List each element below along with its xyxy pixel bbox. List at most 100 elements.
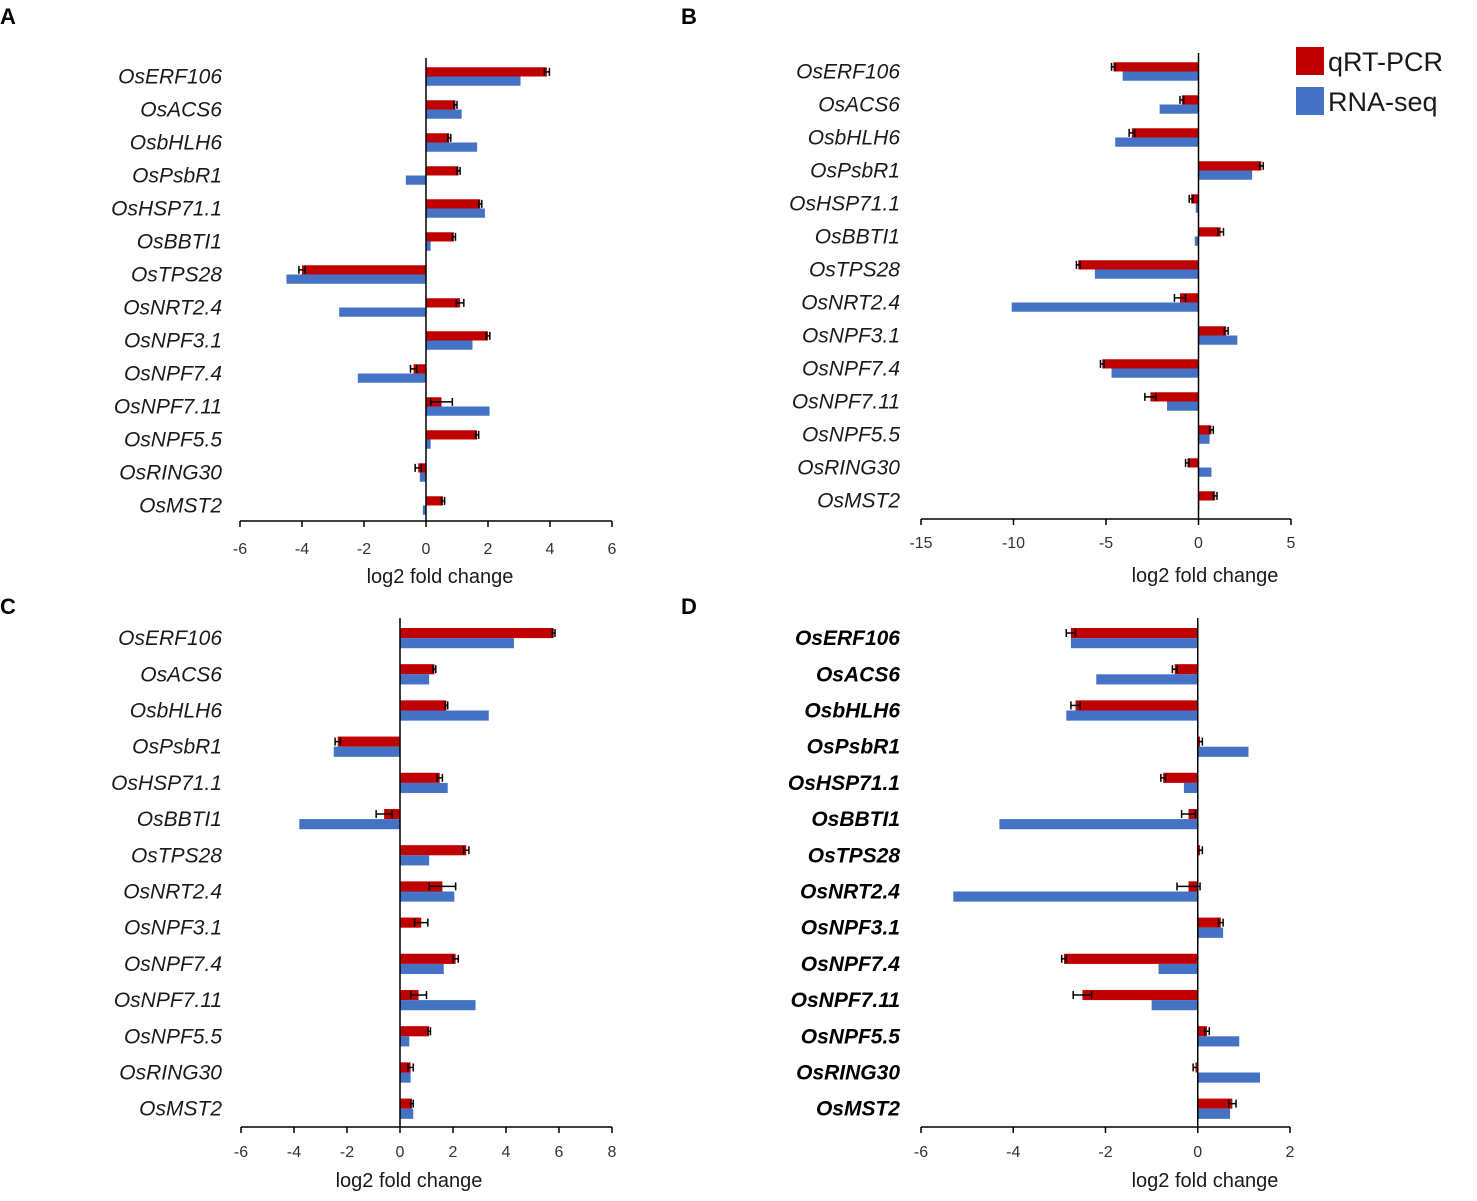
qrt-pcr-bar [426,100,456,110]
error-bar [1208,425,1215,434]
error-bar [1070,701,1081,710]
rna-seq-bar [999,819,1198,830]
x-tick-label: 4 [546,541,555,558]
rna-seq-bar [426,109,462,119]
gene-label: OsTPS28 [809,259,900,282]
qrt-pcr-bar [400,1026,430,1037]
gene-label: OsMST2 [139,1098,222,1121]
x-tick-label: -10 [1002,535,1025,552]
panel-a: A OsERF106 OsACS6 OsbHLH6 OsPsbR1 OsHSP71.1 Os… [0,4,617,588]
qrt-pcr-bar [413,364,426,374]
rna-seq-bar [286,274,426,284]
rna-seq-bar [1011,302,1199,312]
gene-label: OsbHLH6 [804,700,900,723]
x-tick-label: -5 [1099,535,1113,552]
error-bar [543,67,551,76]
x-tick-label: 0 [1194,535,1203,552]
error-bar [474,430,480,439]
rna-seq-bar [400,638,514,649]
rna-seq-bar [1198,434,1210,444]
qrt-pcr-bar [1198,425,1212,435]
error-bar [375,810,393,819]
error-bar [451,232,457,241]
qrt-pcr-bar [1102,359,1199,369]
panel-letter: D [681,594,697,619]
gene-label: OsNPF7.4 [801,953,901,976]
gene-label: OsMST2 [139,495,222,518]
qrt-pcr-bar [426,298,461,308]
x-tick-label: -6 [233,541,247,558]
qrt-pcr-bar [1113,62,1199,72]
x-tick-label: -4 [1006,1144,1020,1161]
x-tick-label: -4 [295,541,309,558]
qrt-pcr-bar [400,1098,412,1109]
qrt-pcr-bar [302,265,426,275]
error-bar [1075,260,1081,269]
gene-label: OsRING30 [797,457,900,480]
rna-seq-bar [1198,467,1212,477]
rna-seq-bar [1167,401,1199,411]
x-tick-label: -2 [1098,1144,1112,1161]
rna-seq-bar [400,1000,476,1011]
rna-seq-bar [426,76,521,86]
error-bar [436,773,444,782]
panel-c: C OsERF106 OsACS6 OsbHLH6 OsPsbR1 OsHSP71.1 Os… [0,594,617,1192]
rna-seq-bar [357,373,426,383]
error-bar [485,331,491,340]
qrt-pcr-bar [1163,772,1198,783]
rna-seq-bar [426,439,431,449]
error-bar [1065,629,1077,638]
error-bar [1227,1099,1237,1108]
gene-label: OsHSP71.1 [788,772,900,795]
error-bar [407,1063,414,1072]
error-bar [1212,491,1218,500]
gene-label: OsNPF7.4 [124,363,222,386]
x-tick-label: 0 [396,1144,405,1161]
gene-label: OsNPF3.1 [124,917,222,940]
rna-seq-bar [419,472,426,482]
qrt-pcr-bar [1078,260,1199,270]
error-bar [1176,882,1201,891]
qrt-pcr-bar [400,953,456,964]
rna-seq-bar [1195,203,1199,213]
qrt-pcr-bar [400,700,447,711]
qrt-pcr-bar [426,496,444,506]
rna-seq-bar [400,1108,414,1119]
x-tick-label: -2 [340,1144,354,1161]
gene-label: OsNPF5.5 [802,424,900,447]
gene-label: OsTPS28 [131,844,222,867]
error-bar [334,737,342,746]
gene-label: OsACS6 [818,94,900,117]
gene-label: OsBBTI1 [815,226,900,249]
error-bar [409,364,418,373]
rna-seq-bar [1096,674,1198,685]
error-bar [1258,161,1264,170]
error-bar [1217,227,1225,236]
gene-label: OsRING30 [796,1062,900,1085]
rna-seq-bar [405,175,426,185]
rna-seq-bar [400,710,489,721]
gene-label: OsNRT2.4 [123,881,222,904]
error-bar [427,1027,432,1036]
error-bar [1160,773,1167,782]
gene-label: OsPsbR1 [810,160,900,183]
error-bar [1223,326,1229,335]
gene-label: OsERF106 [796,61,900,84]
qrt-pcr-bar [1082,989,1198,1001]
gene-label: OsNPF7.11 [792,391,900,414]
qrt-pcr-bar [400,664,435,675]
error-bar [1171,665,1178,674]
rna-seq-bar [1151,1000,1198,1011]
error-bar [1217,918,1224,927]
rna-seq-bar [1197,1108,1231,1119]
qrt-pcr-bar [426,199,481,209]
qrt-pcr-bar [426,430,478,440]
rna-seq-bar [1159,104,1199,114]
error-bar [1184,458,1190,467]
gene-label: OsbHLH6 [130,700,223,723]
x-tick-label: 8 [608,1144,617,1161]
qrt-pcr-bar [400,627,554,639]
error-bar [456,166,461,175]
gene-label: OsPsbR1 [807,736,900,759]
